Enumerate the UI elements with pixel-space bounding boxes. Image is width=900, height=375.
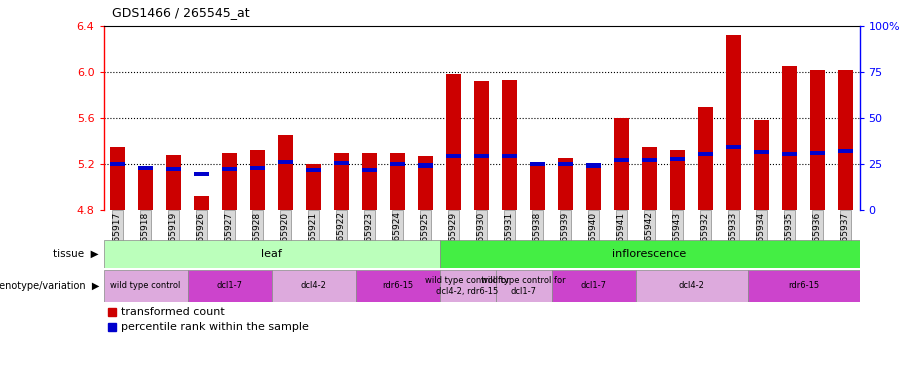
Bar — [614, 158, 629, 162]
Bar — [810, 70, 825, 210]
Bar — [278, 160, 293, 164]
Bar — [754, 120, 770, 210]
Bar — [166, 167, 181, 171]
Bar — [586, 164, 601, 168]
Bar — [194, 171, 209, 176]
Bar — [725, 145, 742, 149]
Bar — [272, 270, 356, 302]
Bar — [558, 158, 573, 210]
Bar — [138, 166, 153, 170]
Text: wild type control for
dcl1-7: wild type control for dcl1-7 — [482, 276, 566, 296]
Text: dcl1-7: dcl1-7 — [580, 281, 607, 290]
Bar — [221, 167, 238, 171]
Bar — [748, 270, 860, 302]
Bar — [390, 162, 405, 166]
Bar — [356, 270, 439, 302]
Bar — [642, 147, 657, 210]
Text: wild type control: wild type control — [111, 281, 181, 290]
Bar — [670, 157, 685, 160]
Bar — [194, 196, 209, 210]
Bar — [187, 270, 272, 302]
Bar — [278, 135, 293, 210]
Bar — [110, 162, 125, 166]
Bar — [104, 270, 187, 302]
Text: leaf: leaf — [261, 249, 282, 259]
Bar — [670, 150, 685, 210]
Bar — [166, 155, 181, 210]
Bar — [473, 154, 490, 158]
Bar — [838, 70, 853, 210]
Text: inflorescence: inflorescence — [612, 249, 687, 259]
Bar — [810, 151, 825, 155]
Bar — [725, 36, 742, 210]
Bar — [418, 156, 433, 210]
Bar — [108, 323, 116, 331]
Text: GDS1466 / 265545_at: GDS1466 / 265545_at — [112, 6, 250, 19]
Bar — [250, 166, 266, 170]
Bar — [138, 166, 153, 210]
Bar — [446, 75, 461, 210]
Bar — [108, 308, 116, 316]
Text: genotype/variation  ▶: genotype/variation ▶ — [0, 281, 99, 291]
Bar — [838, 148, 853, 153]
Bar — [221, 153, 238, 210]
Bar — [496, 270, 552, 302]
Bar — [418, 164, 433, 168]
Bar — [362, 153, 377, 210]
Bar — [698, 152, 713, 156]
Bar — [782, 152, 797, 156]
Text: percentile rank within the sample: percentile rank within the sample — [121, 322, 309, 332]
Bar — [558, 162, 573, 166]
Bar — [306, 168, 321, 172]
Bar — [552, 270, 635, 302]
Text: transformed count: transformed count — [121, 307, 224, 317]
Bar — [614, 118, 629, 210]
Bar — [754, 150, 770, 154]
Text: tissue  ▶: tissue ▶ — [53, 249, 99, 259]
Bar — [362, 168, 377, 172]
Bar — [642, 158, 657, 162]
Bar — [439, 240, 860, 268]
Bar — [446, 154, 461, 158]
Bar — [250, 150, 266, 210]
Bar — [502, 80, 518, 210]
Text: rdr6-15: rdr6-15 — [788, 281, 819, 290]
Bar — [782, 66, 797, 210]
Text: rdr6-15: rdr6-15 — [382, 281, 413, 290]
Bar — [698, 106, 713, 210]
Text: dcl4-2: dcl4-2 — [679, 281, 705, 290]
Bar — [110, 147, 125, 210]
Text: dcl4-2: dcl4-2 — [301, 281, 327, 290]
Bar — [586, 166, 601, 210]
Text: wild type control for
dcl4-2, rdr6-15: wild type control for dcl4-2, rdr6-15 — [425, 276, 509, 296]
Bar — [530, 162, 545, 166]
Bar — [104, 240, 439, 268]
Bar — [473, 81, 490, 210]
Bar — [334, 161, 349, 165]
Text: dcl1-7: dcl1-7 — [217, 281, 242, 290]
Bar — [334, 153, 349, 210]
Bar — [439, 270, 496, 302]
Bar — [502, 154, 518, 158]
Bar — [635, 270, 748, 302]
Bar — [390, 153, 405, 210]
Bar — [530, 162, 545, 210]
Bar — [306, 164, 321, 210]
